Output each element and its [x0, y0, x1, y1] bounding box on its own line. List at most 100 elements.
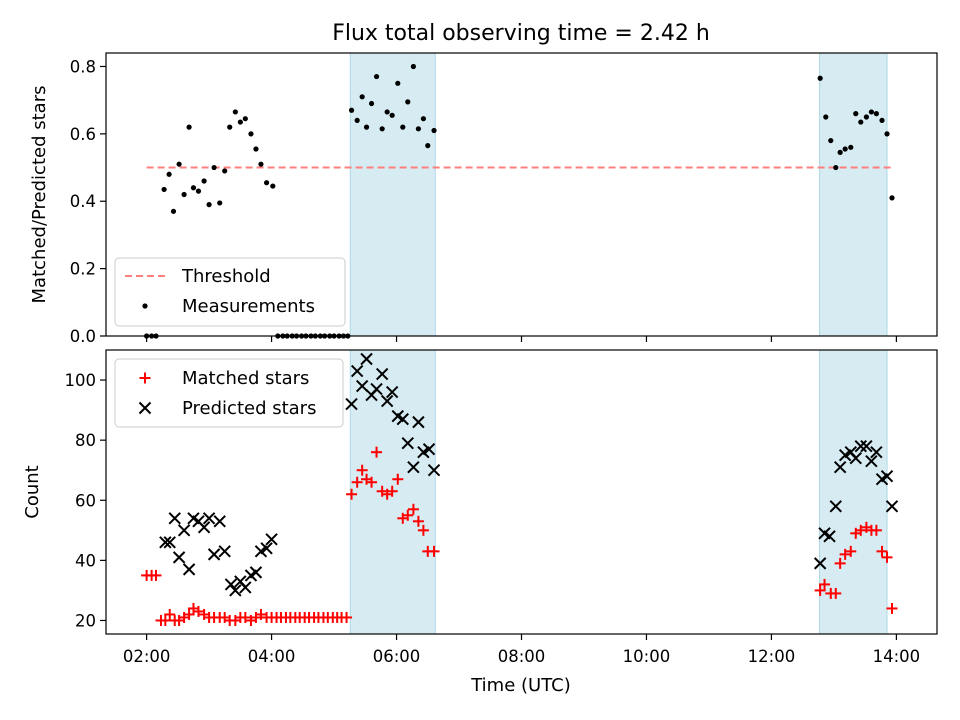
- predicted-star-point-b: [360, 352, 373, 366]
- predicted-star-point-b: [375, 367, 389, 381]
- highlight-span: [349, 52, 436, 337]
- matched-star-point: [159, 614, 171, 626]
- measurement-point: [379, 126, 385, 132]
- measurement-point: [263, 180, 270, 186]
- predicted-star-point: [177, 524, 191, 537]
- predicted-star-point-b: [412, 415, 425, 429]
- bottom-y-tick-label: 80: [75, 431, 96, 450]
- predicted-star-point: [854, 439, 867, 453]
- matched-star-point: [183, 608, 195, 620]
- measurement-point: [400, 124, 406, 130]
- predicted-star-point: [422, 442, 436, 456]
- matched-star-point: [239, 611, 251, 623]
- predicted-star-point: [207, 548, 221, 561]
- measurement-point: [348, 107, 355, 113]
- predicted-star-point: [401, 436, 414, 450]
- measurement-point: [190, 185, 197, 191]
- measurement-point: [420, 116, 427, 122]
- x-tick-label: 10:00: [623, 647, 671, 666]
- bottom-marks: [141, 352, 899, 626]
- predicted-star-point: [260, 542, 273, 555]
- predicted-star-point-b: [187, 512, 200, 525]
- bottom-panel: 20 40 60 80 100 02:00 04:00 06:00 08:00 10:00 12:…: [22, 349, 938, 696]
- measurement-point: [201, 178, 207, 184]
- predicted-star-point-b: [833, 460, 847, 474]
- bottom-y-tick-label: 60: [75, 491, 96, 510]
- top-y-axis-label: Matched/Predicted stars: [29, 86, 50, 304]
- predicted-star-point-b: [829, 500, 842, 513]
- matched-star-point: [870, 524, 882, 536]
- highlight-span: [819, 52, 888, 337]
- predicted-star-point: [182, 563, 196, 576]
- measurement-point: [166, 171, 172, 177]
- x-tick-label: 14:00: [873, 647, 921, 666]
- predicted-star-point-b: [213, 515, 226, 528]
- measurement-point: [211, 164, 217, 171]
- measurement-point: [217, 200, 223, 206]
- predicted-star-point: [412, 415, 425, 429]
- predicted-star-point: [163, 536, 176, 549]
- top-x-ticks: [146, 336, 897, 342]
- measurement-point: [293, 333, 300, 339]
- predicted-star-point: [168, 512, 181, 525]
- predicted-star-point: [427, 464, 441, 477]
- measurement-point: [331, 333, 337, 339]
- measurement-point: [195, 188, 202, 194]
- predicted-star-point: [870, 445, 883, 459]
- predicted-star-point-b: [345, 397, 358, 411]
- measurement-point: [206, 202, 212, 208]
- measurement-point: [176, 161, 182, 167]
- matched-star-point: [814, 584, 826, 596]
- measurement-point: [253, 146, 259, 152]
- x-tick-label: 04:00: [248, 647, 296, 666]
- predicted-star-point: [159, 536, 172, 549]
- predicted-star-point-b: [224, 578, 238, 591]
- measurement-point: [298, 333, 305, 339]
- measurement-point: [336, 333, 342, 339]
- predicted-star-point-b: [870, 445, 883, 459]
- bottom-x-ticks: 02:00 04:00 06:00 08:00 10:00 12:00 14:00: [123, 634, 920, 666]
- measurement-point: [161, 186, 167, 193]
- measurement-point: [284, 333, 290, 339]
- predicted-star-point-b: [197, 521, 211, 534]
- predicted-star-point: [345, 397, 358, 411]
- predicted-star-point-b: [385, 385, 399, 399]
- matched-star-point: [366, 476, 378, 488]
- measurement-point: [327, 333, 333, 339]
- measurement-point: [873, 111, 879, 117]
- predicted-star-point: [396, 412, 409, 426]
- predicted-star-point-b: [860, 439, 873, 453]
- measurement-point: [354, 117, 360, 123]
- measurement-point: [312, 333, 318, 339]
- measurement-point: [889, 195, 895, 201]
- measurement-point: [833, 164, 839, 171]
- measurement-point: [858, 119, 864, 125]
- measurements-legend-swatch: [142, 303, 148, 309]
- matched-stars-legend-label: Matched stars: [182, 368, 309, 389]
- measurement-point: [275, 333, 281, 339]
- matched-star-point: [402, 509, 414, 521]
- measurement-point: [431, 127, 437, 134]
- measurement-point: [186, 124, 192, 130]
- measurement-point: [181, 191, 187, 198]
- predicted-star-point: [213, 515, 226, 528]
- predicted-star-point: [833, 460, 847, 474]
- predicted-star-point: [350, 364, 364, 378]
- measurement-point: [817, 75, 823, 81]
- matched-star-point: [192, 605, 204, 617]
- measurements-legend-label: Measurements: [182, 296, 315, 317]
- measurement-point: [222, 168, 228, 174]
- measurement-point: [322, 333, 328, 339]
- measurement-point: [395, 80, 401, 86]
- measurement-point: [853, 111, 859, 117]
- predicted-star-point: [229, 584, 242, 597]
- matched-star-point: [886, 602, 898, 614]
- matched-star-point: [392, 473, 404, 485]
- matched-star-point: [881, 551, 893, 563]
- measurement-point: [270, 183, 276, 189]
- measurement-point: [170, 208, 177, 214]
- bottom-y-tick-label: 20: [75, 611, 96, 630]
- predicted-star-point-b: [265, 533, 278, 546]
- matched-star-point: [346, 488, 358, 500]
- bottom-y-ticks: 20 40 60 80 100: [65, 371, 106, 630]
